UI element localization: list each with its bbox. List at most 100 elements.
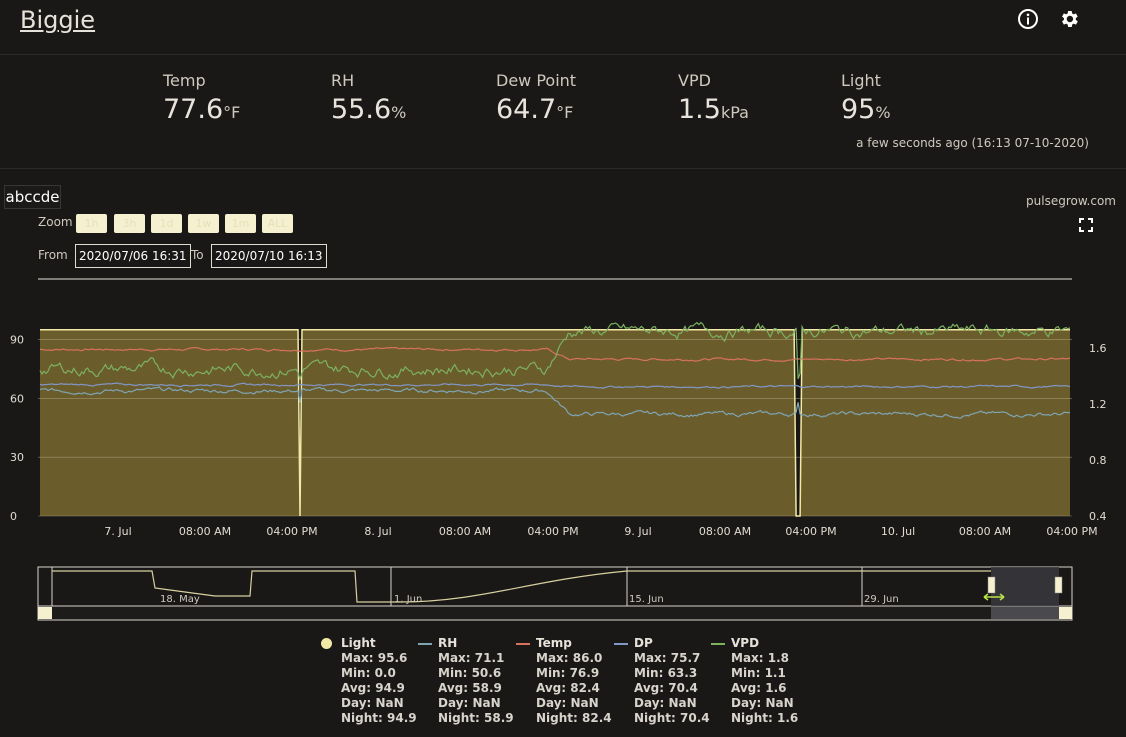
x-tick: 08:00 AM bbox=[179, 525, 231, 538]
metric-value: 55.6% bbox=[331, 94, 406, 125]
legend-stat-min: Min: 1.1 bbox=[731, 666, 786, 680]
y-right-tick: 0.8 bbox=[1089, 454, 1107, 467]
x-tick: 8. Jul bbox=[364, 525, 391, 538]
legend-name: RH bbox=[438, 636, 458, 650]
gear-icon[interactable] bbox=[1058, 8, 1080, 30]
metric-number: 95 bbox=[841, 94, 876, 125]
metric-unit: % bbox=[391, 103, 407, 122]
legend-stat-max: Max: 95.6 bbox=[341, 651, 408, 665]
legend-stat-day: Day: NaN bbox=[731, 696, 794, 710]
metric-unit: kPa bbox=[720, 103, 749, 122]
device-tag: abccde bbox=[4, 185, 61, 209]
legend-item-temp[interactable]: Temp Max: 86.0 Min: 76.9 Avg: 82.4 Day: NaN N… bbox=[516, 636, 612, 726]
page-title[interactable]: Biggie bbox=[20, 6, 96, 34]
metric-label: RH bbox=[331, 71, 355, 90]
legend-stat-max: Max: 75.7 bbox=[634, 651, 701, 665]
metric-value: 77.6°F bbox=[163, 94, 240, 125]
legend-stat-day: Day: NaN bbox=[341, 696, 404, 710]
metric-unit: °F bbox=[556, 103, 574, 122]
zoom-1h-button[interactable]: 1h bbox=[76, 214, 107, 233]
header: Biggie bbox=[0, 0, 1126, 55]
zoom-1w-button[interactable]: 1w bbox=[188, 214, 219, 233]
x-tick: 04:00 PM bbox=[266, 525, 317, 538]
legend-item-rh[interactable]: RH Max: 71.1 Min: 50.6 Avg: 58.9 Day: NaN Nig… bbox=[418, 636, 514, 726]
metrics-panel: Temp 77.6°F RH 55.6% Dew Point 64.7°F VP… bbox=[0, 55, 1126, 169]
navigator-series bbox=[52, 570, 991, 603]
scrollbar-right-button bbox=[1058, 607, 1072, 619]
to-input[interactable]: 2020/07/10 16:13 bbox=[211, 244, 327, 268]
y-left-tick: 30 bbox=[10, 451, 24, 464]
metric-light: Light 95% bbox=[841, 71, 891, 125]
legend-symbol bbox=[711, 643, 725, 645]
vpd-line bbox=[39, 321, 1071, 381]
resize-arrow-icon bbox=[983, 593, 1005, 601]
light-line bbox=[40, 329, 1070, 517]
legend-stat-night: Night: 94.9 bbox=[341, 711, 417, 725]
main-chart[interactable]: 0 30 60 90 0.4 0.8 1.2 1.6 7. Jul 08:00 AM 04:00 P… bbox=[0, 270, 1126, 550]
zoom-3h-button[interactable]: 3h bbox=[114, 214, 145, 233]
legend-stat-max: Max: 86.0 bbox=[536, 651, 603, 665]
legend-stat-min: Min: 76.9 bbox=[536, 666, 600, 680]
metric-label: Dew Point bbox=[496, 71, 577, 90]
zoom-1m-button[interactable]: 1m bbox=[225, 214, 256, 233]
zoom-all-button[interactable]: ALL bbox=[262, 214, 293, 233]
credit-link[interactable]: pulsegrow.com bbox=[1026, 194, 1116, 208]
legend-stat-max: Max: 1.8 bbox=[731, 651, 790, 665]
x-tick: 9. Jul bbox=[624, 525, 651, 538]
metric-label: Temp bbox=[163, 71, 206, 90]
dp-line bbox=[39, 382, 1071, 389]
y-right-tick: 0.4 bbox=[1089, 510, 1107, 523]
legend-stat-night: Night: 1.6 bbox=[731, 711, 799, 725]
legend-name: Light bbox=[341, 636, 376, 650]
legend-symbol bbox=[614, 643, 628, 645]
x-tick: 08:00 AM bbox=[959, 525, 1011, 538]
metric-temp: Temp 77.6°F bbox=[163, 71, 240, 125]
metric-number: 55.6 bbox=[331, 94, 392, 125]
legend-stat-avg: Avg: 70.4 bbox=[634, 681, 698, 695]
navigator-handle-left bbox=[987, 576, 996, 594]
x-tick: 10. Jul bbox=[881, 525, 915, 538]
legend-name: VPD bbox=[731, 636, 760, 650]
legend-symbol bbox=[418, 643, 432, 645]
legend-item-light[interactable]: Light Max: 95.6 Min: 0.0 Avg: 94.9 Day: NaN N… bbox=[321, 636, 417, 726]
zoom-1d-button[interactable]: 1d bbox=[151, 214, 182, 233]
legend-stat-night: Night: 70.4 bbox=[634, 711, 710, 725]
y-left-tick: 90 bbox=[10, 334, 24, 347]
x-tick: 04:00 PM bbox=[527, 525, 578, 538]
legend-stat-night: Night: 82.4 bbox=[536, 711, 612, 725]
legend-stat-min: Min: 50.6 bbox=[438, 666, 502, 680]
legend-stat-avg: Avg: 82.4 bbox=[536, 681, 600, 695]
legend-item-dp[interactable]: DP Max: 75.7 Min: 63.3 Avg: 70.4 Day: NaN Nig… bbox=[614, 636, 710, 726]
legend-symbol bbox=[516, 643, 530, 645]
legend-stat-min: Min: 63.3 bbox=[634, 666, 698, 680]
legend-stat-min: Min: 0.0 bbox=[341, 666, 396, 680]
x-tick: 08:00 AM bbox=[439, 525, 491, 538]
rh-line bbox=[39, 386, 1071, 419]
legend-item-vpd[interactable]: VPD Max: 1.8 Min: 1.1 Avg: 1.6 Day: NaN Night… bbox=[711, 636, 799, 726]
navigator-chart[interactable]: 18. May 1. Jun 15. Jun 29. Jun bbox=[0, 560, 1126, 625]
from-input[interactable]: 2020/07/06 16:31 bbox=[75, 244, 191, 268]
metric-unit: °F bbox=[223, 103, 241, 122]
legend-name: DP bbox=[634, 636, 653, 650]
legend-stat-day: Day: NaN bbox=[438, 696, 501, 710]
navigator-selection bbox=[991, 567, 1059, 606]
metric-rh: RH 55.6% bbox=[331, 71, 406, 125]
metric-number: 77.6 bbox=[163, 94, 224, 125]
x-tick: 08:00 AM bbox=[699, 525, 751, 538]
legend-stat-day: Day: NaN bbox=[536, 696, 599, 710]
y-left-tick: 0 bbox=[10, 510, 17, 523]
metric-value: 64.7°F bbox=[496, 94, 576, 125]
x-tick: 04:00 PM bbox=[1046, 525, 1097, 538]
x-tick: 7. Jul bbox=[104, 525, 131, 538]
info-icon[interactable] bbox=[1017, 8, 1039, 30]
metric-value: 1.5kPa bbox=[678, 94, 749, 125]
from-label: From bbox=[38, 248, 68, 262]
temp-line bbox=[39, 346, 1071, 362]
legend-stat-max: Max: 71.1 bbox=[438, 651, 505, 665]
y-left-tick: 60 bbox=[10, 392, 24, 405]
scrollbar-left-button bbox=[38, 607, 52, 619]
x-tick: 04:00 PM bbox=[785, 525, 836, 538]
legend-stat-avg: Avg: 58.9 bbox=[438, 681, 502, 695]
fullscreen-icon[interactable] bbox=[1079, 218, 1093, 232]
y-right-tick: 1.6 bbox=[1089, 342, 1107, 355]
